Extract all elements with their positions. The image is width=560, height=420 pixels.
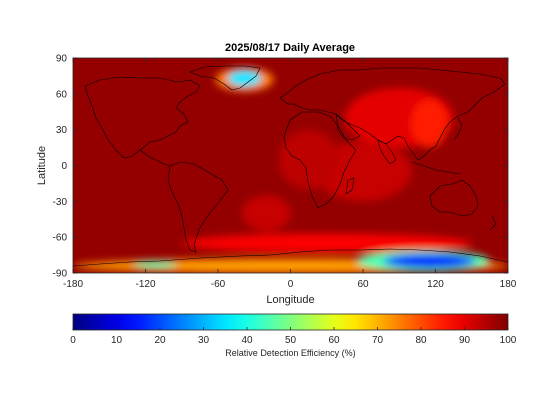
y-axis: 90 60 30 0 -30 -60 -90 — [53, 54, 508, 280]
colorbar: 0 10 20 30 40 50 60 70 80 90 100 Relative Detectio… — [70, 313, 517, 358]
x-tick-label: 120 — [427, 279, 444, 290]
y-tick-label: 30 — [56, 125, 68, 136]
coastlines — [73, 65, 508, 267]
colorbar-tick-label: 80 — [415, 335, 427, 346]
y-tick-label: -30 — [53, 197, 68, 208]
coastline-africa — [283, 111, 357, 209]
x-axis: -180 -120 -60 0 60 120 180 — [63, 58, 517, 290]
feature-south-atlantic-high — [242, 195, 291, 232]
colorbar-tick-label: 30 — [198, 335, 210, 346]
coastline-north-america — [84, 76, 201, 159]
x-axis-label: Longitude — [266, 294, 314, 306]
y-tick-label: 0 — [61, 161, 67, 172]
colorbar-tick-label: 20 — [154, 335, 166, 346]
coastline-greenland — [189, 65, 261, 91]
colorbar-ticks: 0 10 20 30 40 50 60 70 80 90 100 — [70, 327, 517, 346]
colorbar-tick-label: 90 — [459, 335, 471, 346]
coastline-india — [377, 139, 397, 165]
heatmap-features — [73, 67, 508, 273]
coastline-antarctica — [73, 248, 508, 267]
coastline-new-zealand — [489, 215, 497, 231]
feature-china-high — [411, 99, 448, 148]
plot-area — [73, 58, 508, 273]
colorbar-tick-label: 40 — [241, 335, 253, 346]
coastline-japan — [453, 117, 463, 141]
feature-greenland-low — [227, 69, 262, 87]
coastline-arabia — [335, 113, 361, 141]
coastline-indonesia — [411, 161, 461, 175]
colorbar-tick-label: 50 — [285, 335, 297, 346]
coastline-eurasia — [279, 67, 506, 161]
feature-west-antarctica-low — [133, 261, 177, 269]
colorbar-tick-label: 70 — [372, 335, 384, 346]
colorbar-tick-label: 10 — [111, 335, 123, 346]
x-tick-label: 60 — [357, 279, 369, 290]
x-tick-label: -120 — [135, 279, 155, 290]
coastline-south-america — [167, 161, 229, 253]
feature-southern-ocean-high — [181, 233, 472, 253]
coastline-central-america — [139, 149, 171, 167]
feature-africa-high — [278, 129, 339, 190]
colorbar-tick-label: 0 — [70, 335, 76, 346]
y-tick-label: -90 — [53, 269, 68, 280]
x-tick-label: 180 — [500, 279, 517, 290]
chart-title: 2025/08/17 Daily Average — [225, 42, 355, 54]
colorbar-tick-label: 60 — [328, 335, 340, 346]
feature-east-antarctica-low — [383, 253, 476, 269]
colorbar-label: Relative Detection Efficiency (%) — [225, 348, 355, 358]
x-tick-label: 0 — [288, 279, 294, 290]
y-tick-label: 90 — [56, 54, 68, 65]
y-axis-label: Latitude — [36, 146, 48, 185]
coastline-australia — [429, 179, 479, 217]
y-tick-label: -60 — [53, 233, 68, 244]
y-tick-label: 60 — [56, 89, 68, 100]
colorbar-tick-label: 100 — [500, 335, 517, 346]
x-tick-label: -180 — [63, 279, 83, 290]
coastline-madagascar — [345, 177, 355, 195]
x-tick-label: -60 — [211, 279, 226, 290]
